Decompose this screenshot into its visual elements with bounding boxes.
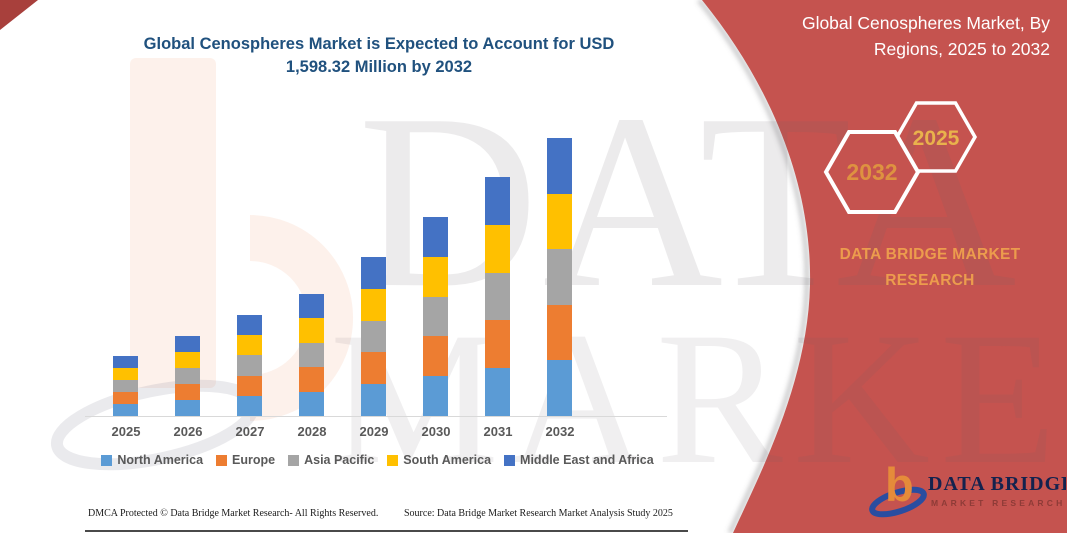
- hexagon-2025-label: 2025: [913, 127, 960, 150]
- x-axis-line: [85, 416, 667, 417]
- footer-source: Source: Data Bridge Market Research Mark…: [404, 508, 673, 519]
- logo-wordmark: DATA BRIDGE: [928, 473, 1066, 495]
- legend: North America Europe Asia Pacific South Ame…: [85, 453, 670, 467]
- brand-caption: DATA BRIDGE MARKET RESEARCH: [839, 246, 1021, 289]
- legend-item-middle-east-and-africa: Middle East and Africa: [504, 453, 654, 467]
- legend-swatch-icon: [216, 454, 228, 466]
- legend-item-europe: Europe: [216, 453, 275, 467]
- logo-tagline: MARKET RESEARCH: [931, 498, 1065, 508]
- hexagon-2032-icon: [823, 130, 921, 214]
- logo-monogram-icon: b: [885, 458, 914, 511]
- legend-label: Middle East and Africa: [520, 453, 654, 467]
- legend-item-south-america: South America: [387, 453, 491, 467]
- legend-label: Europe: [232, 453, 276, 467]
- logo-swoosh-icon: [869, 486, 927, 518]
- hexagon-2032-label: 2032: [846, 159, 897, 185]
- legend-swatch-icon: [504, 454, 516, 466]
- legend-item-asia-pacific: Asia Pacific: [288, 453, 374, 467]
- legend-swatch-icon: [387, 454, 399, 466]
- panel-title: Global Cenospheres Market, By Regions, 2…: [801, 13, 1050, 60]
- databridge-logo: b DATA BRIDGE MARKET RESEARCH: [869, 458, 1066, 518]
- footer-copyright: DMCA Protected © Data Bridge Market Rese…: [88, 508, 379, 519]
- legend-label: North America: [117, 453, 204, 467]
- corner-fold-decoration: [0, 0, 38, 30]
- legend-label: Asia Pacific: [304, 453, 375, 467]
- legend-item-north-america: North America: [101, 453, 203, 467]
- legend-swatch-icon: [288, 454, 300, 466]
- chart-title: Global Cenospheres Market is Expected to…: [143, 35, 615, 77]
- legend-label: South America: [403, 453, 492, 467]
- year-hexagons: 2025 2032: [823, 101, 978, 214]
- legend-swatch-icon: [101, 454, 113, 466]
- footer-divider: [85, 530, 688, 532]
